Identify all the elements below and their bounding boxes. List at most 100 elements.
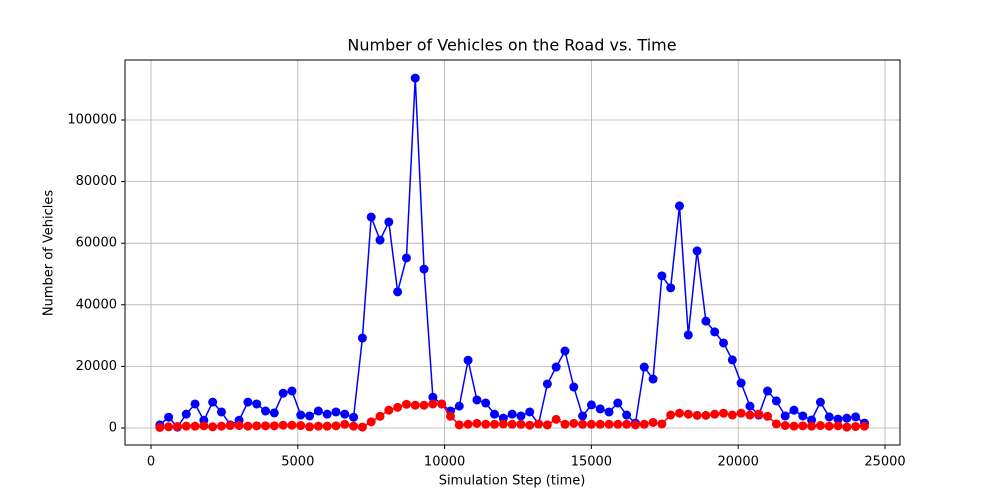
marker (692, 410, 702, 420)
marker (754, 409, 764, 419)
x-tick-label: 25000 (864, 455, 905, 470)
marker (586, 400, 596, 410)
marker (745, 401, 755, 411)
marker (613, 398, 623, 408)
marker (763, 411, 773, 421)
marker (824, 421, 834, 431)
marker (525, 420, 535, 430)
y-tick-label: 40000 (76, 297, 117, 312)
series-line (159, 78, 865, 429)
marker (490, 409, 500, 419)
marker (719, 408, 729, 418)
marker (216, 407, 226, 417)
marker (710, 409, 720, 419)
marker (437, 399, 447, 409)
chart-title: Number of Vehicles on the Road vs. Time (347, 36, 676, 55)
marker (410, 400, 420, 410)
marker (701, 316, 711, 326)
plot-frame (124, 59, 901, 446)
marker (851, 412, 861, 422)
marker (252, 399, 262, 409)
marker (155, 422, 165, 432)
x-tick-label: 0 (147, 455, 155, 470)
marker (727, 355, 737, 365)
marker (507, 409, 517, 419)
marker (208, 397, 218, 407)
marker (516, 419, 526, 429)
marker (630, 420, 640, 430)
marker (410, 73, 420, 83)
marker (269, 421, 279, 431)
marker (719, 338, 729, 348)
marker (710, 327, 720, 337)
marker (798, 411, 808, 421)
marker (428, 392, 438, 402)
marker (815, 421, 825, 431)
marker (322, 409, 332, 419)
y-tick-label: 100000 (67, 112, 117, 127)
marker (859, 421, 869, 431)
marker (736, 378, 746, 388)
marker (349, 421, 359, 431)
marker (727, 410, 737, 420)
marker (357, 422, 367, 432)
marker (771, 396, 781, 406)
marker (595, 419, 605, 429)
marker (401, 253, 411, 263)
y-tick-label: 20000 (76, 359, 117, 374)
marker (472, 418, 482, 428)
marker (261, 406, 271, 416)
marker (472, 395, 482, 405)
marker (243, 421, 253, 431)
marker (639, 362, 649, 372)
marker (375, 411, 385, 421)
y-axis-label: Number of Vehicles (42, 190, 57, 317)
marker (234, 421, 244, 431)
marker (313, 406, 323, 416)
marker (851, 421, 861, 431)
marker (622, 410, 632, 420)
marker (199, 421, 209, 431)
marker (393, 402, 403, 412)
marker (666, 410, 676, 420)
marker (305, 411, 315, 421)
marker (692, 246, 702, 256)
marker (419, 264, 429, 274)
marker (657, 271, 667, 281)
marker (798, 421, 808, 431)
y-tick-label: 60000 (76, 236, 117, 251)
marker (287, 386, 297, 396)
marker (172, 421, 182, 431)
marker (190, 421, 200, 431)
marker (622, 419, 632, 429)
marker (639, 419, 649, 429)
marker (833, 421, 843, 431)
x-tick-label: 15000 (571, 455, 612, 470)
marker (525, 407, 535, 417)
marker (393, 287, 403, 297)
marker (789, 405, 799, 415)
marker (745, 410, 755, 420)
marker (683, 330, 693, 340)
marker (551, 362, 561, 372)
marker (375, 235, 385, 245)
marker (331, 407, 341, 417)
marker (569, 418, 579, 428)
marker (490, 419, 500, 429)
marker (181, 409, 191, 419)
marker (481, 398, 491, 408)
marker (384, 405, 394, 415)
marker (463, 355, 473, 365)
marker (534, 419, 544, 429)
marker (648, 417, 658, 427)
marker (357, 333, 367, 343)
x-tick-label: 20000 (718, 455, 759, 470)
marker (208, 422, 218, 432)
marker (789, 421, 799, 431)
marker (313, 421, 323, 431)
marker (278, 420, 288, 430)
marker (287, 420, 297, 430)
marker (454, 420, 464, 430)
